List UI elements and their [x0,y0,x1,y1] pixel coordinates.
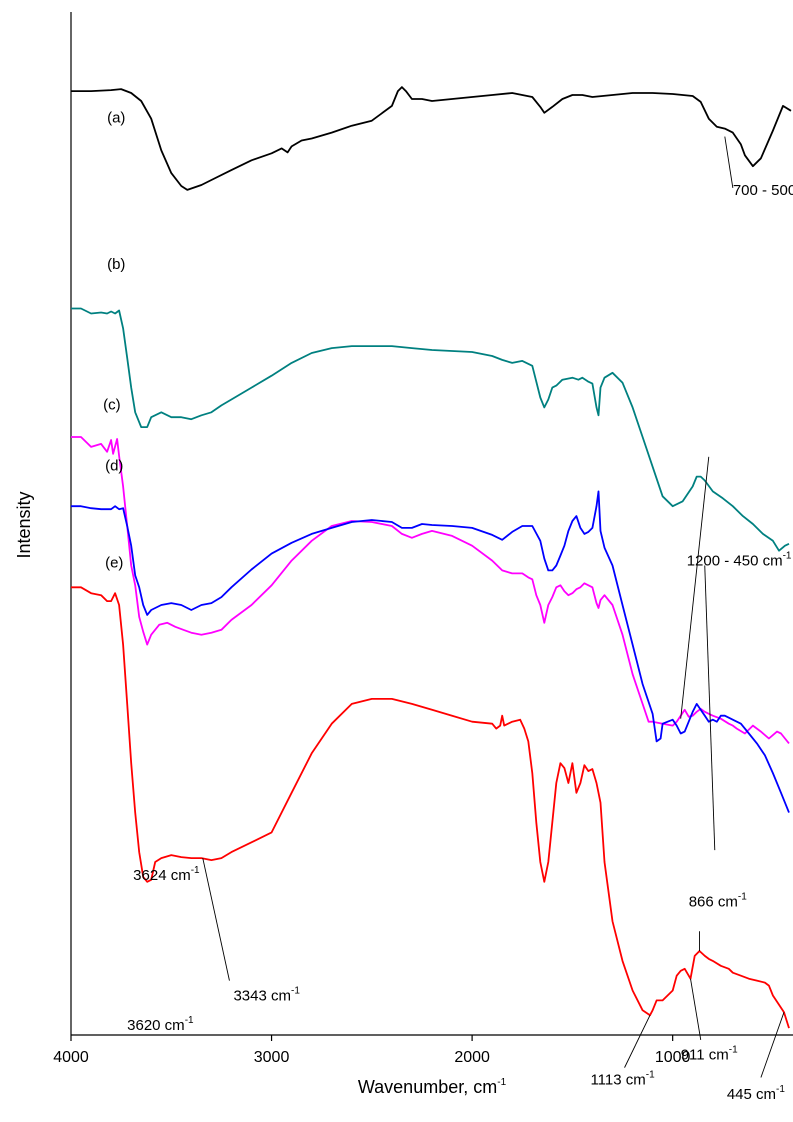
annotation-label: 3624 cm-1 [133,865,200,884]
series-label: (a) [107,110,125,127]
series-label: (e) [105,554,123,571]
x-tick-label: 4000 [53,1049,89,1066]
series-line [71,586,790,1029]
x-tick-label: 2000 [454,1049,490,1066]
series-label-layer: (a) (b) (c) (d) (e) [103,110,125,572]
annotation-leader-line [690,978,702,1041]
series-line [71,436,790,744]
x-tick-label: 3000 [254,1049,290,1066]
annotation-label: 700 - 500 cm-1 [733,180,793,199]
x-tick-label: 1000 [655,1049,691,1066]
annotation-label: 3620 cm-1 [127,1015,194,1034]
series-line [71,307,790,552]
x-axis-title: Wavenumber, cm-1 [358,1077,507,1097]
annotation-layer: 700 - 500 cm-1 1200 - 450 cm-1 3624 cm-1 36… [127,136,793,1103]
annotation-leader-line [624,1015,651,1068]
annotation-label: 445 cm-1 [727,1084,786,1103]
series-line [71,86,792,191]
annotation-leader-line [680,456,710,719]
annotation-label: 866 cm-1 [689,892,748,911]
x-tick-layer: 4000 3000 2000 1000 [53,1035,691,1066]
annotation-leader-line [724,136,734,189]
series-layer [71,86,792,1029]
annotation-leader-line [760,1012,785,1078]
series-label: (b) [107,256,125,273]
y-axis-title: Intensity [14,491,34,558]
annotation-label: 911 cm-1 [681,1045,738,1064]
annotation-label: 1113 cm-1 [590,1069,655,1088]
series-line [71,490,790,813]
annotation-leader-line [704,565,716,851]
annotation-leader-line [202,857,230,981]
series-label: (c) [103,396,121,413]
annotation-label: 3343 cm-1 [233,985,300,1004]
series-label: (d) [105,458,123,475]
annotation-label: 1200 - 450 cm-1 [687,551,792,570]
